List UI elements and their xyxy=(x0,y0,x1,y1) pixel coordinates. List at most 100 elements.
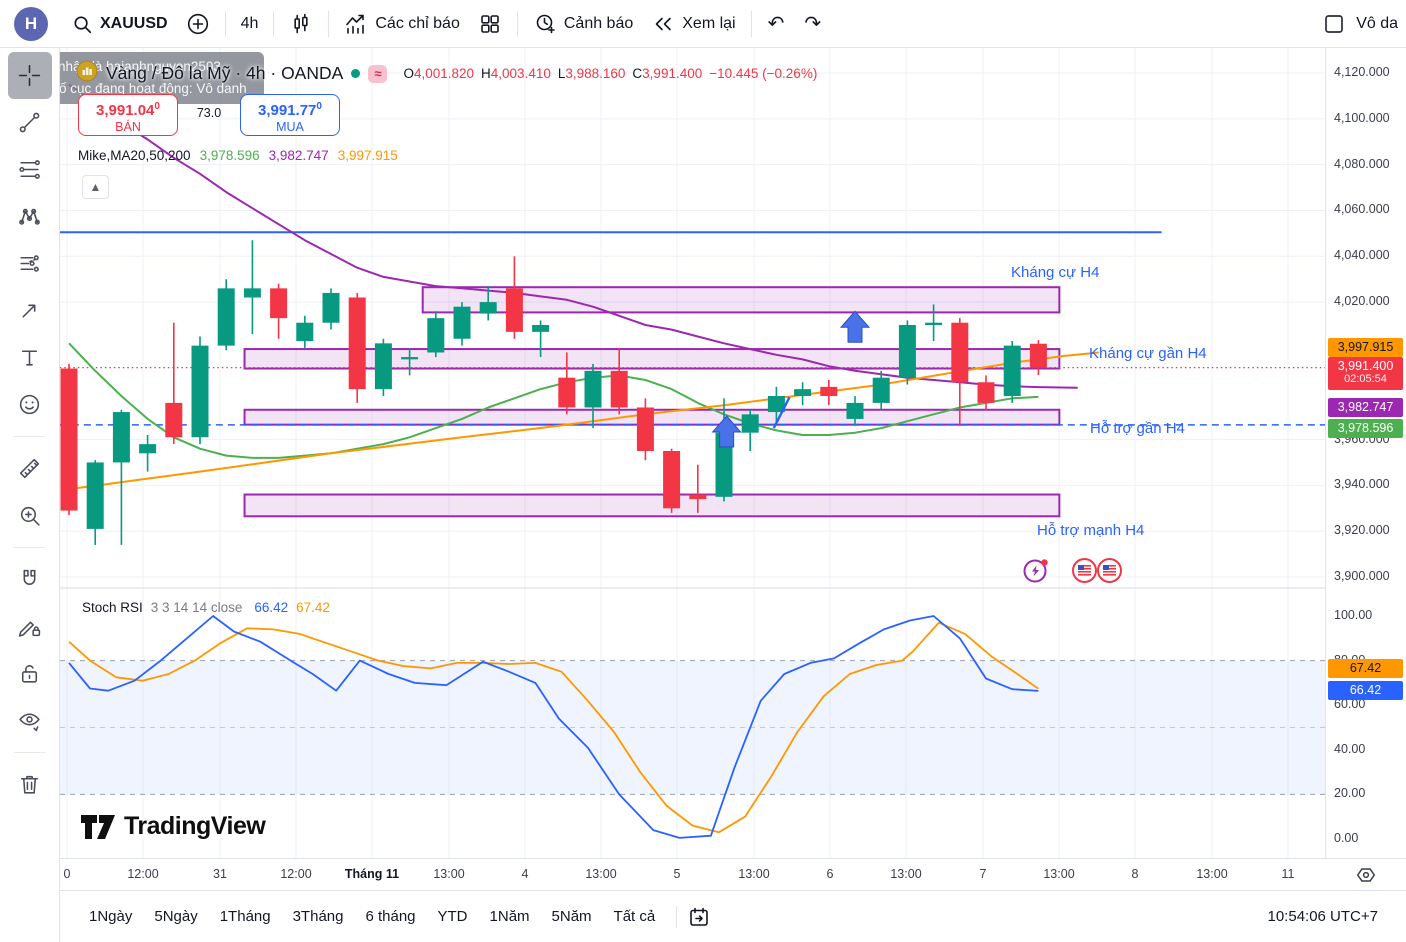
supply-demand-zone[interactable] xyxy=(243,493,1061,518)
fib-retracement-tool[interactable] xyxy=(8,146,52,193)
price-chart[interactable] xyxy=(60,48,1325,858)
forecast-position-tool[interactable] xyxy=(8,240,52,287)
candle[interactable] xyxy=(86,462,104,529)
chart-style-button[interactable] xyxy=(280,7,322,41)
candle[interactable] xyxy=(270,288,288,319)
zone-label[interactable]: Kháng cự gần H4 xyxy=(1089,345,1207,362)
price-axis[interactable]: 4,120.000 4,100.000 4,080.000 4,060.000 4,04… xyxy=(1325,48,1406,858)
candle[interactable] xyxy=(663,451,681,509)
candle[interactable] xyxy=(689,494,707,500)
axis-settings-corner[interactable] xyxy=(1325,858,1406,890)
ideas-stream-icon[interactable] xyxy=(1022,556,1050,589)
economic-event-icon[interactable] xyxy=(1096,557,1123,589)
candle[interactable] xyxy=(558,377,576,408)
candle[interactable] xyxy=(243,288,261,298)
candle[interactable] xyxy=(505,288,523,332)
range-button[interactable]: 3Tháng xyxy=(292,907,344,925)
axis-settings-icon[interactable] xyxy=(1355,864,1377,886)
candle[interactable] xyxy=(898,325,916,378)
candle[interactable] xyxy=(610,370,628,408)
candle[interactable] xyxy=(846,402,864,419)
supply-demand-zone[interactable] xyxy=(243,348,1061,370)
hide-all-drawings[interactable] xyxy=(8,697,52,744)
candle[interactable] xyxy=(820,386,838,397)
range-button[interactable]: 5Năm xyxy=(551,907,592,925)
trend-line-tool[interactable] xyxy=(8,99,52,146)
candle[interactable] xyxy=(741,414,759,433)
arrow-up-drawing[interactable] xyxy=(839,310,871,343)
candle[interactable] xyxy=(296,322,314,342)
candle[interactable] xyxy=(532,325,550,332)
candle[interactable] xyxy=(715,432,733,497)
compare-add-button[interactable] xyxy=(177,7,219,41)
candle[interactable] xyxy=(348,297,366,390)
xabcd-pattern-tool[interactable] xyxy=(8,193,52,240)
stoch-rsi-legend[interactable]: Stoch RSI 3 3 14 14 close 66.42 67.42 xyxy=(82,600,330,615)
symbol-title[interactable]: Vàng / Đô la Mỹ · 4h · OANDA xyxy=(106,63,344,83)
candle[interactable] xyxy=(794,389,812,397)
candle[interactable] xyxy=(872,377,890,403)
time-axis[interactable]: 0 12:00 31 12:00 Tháng 11 13:00 4 13:00 5 13:00 6 1… xyxy=(60,858,1325,890)
ma-line[interactable] xyxy=(68,83,1078,389)
candle[interactable] xyxy=(767,396,785,413)
rsi-d-line[interactable] xyxy=(68,621,1039,834)
zoom-in-tool[interactable] xyxy=(8,492,52,539)
collapse-legend-button[interactable]: ▲ xyxy=(82,175,109,199)
stay-in-drawing-mode[interactable] xyxy=(8,603,52,650)
candle[interactable] xyxy=(977,382,995,403)
magnet-mode[interactable] xyxy=(8,556,52,603)
candle[interactable] xyxy=(165,402,183,438)
candle[interactable] xyxy=(427,318,445,353)
avatar[interactable]: H xyxy=(14,6,48,41)
alert-button[interactable]: Cảnh báo xyxy=(524,7,642,41)
range-button[interactable]: Tất cả xyxy=(613,907,656,925)
clock[interactable]: 10:54:06 UTC+7 xyxy=(1267,908,1379,925)
symbol-legend[interactable]: Vàng / Đô la Mỹ · 4h · OANDA ≈ O4,001.82… xyxy=(76,60,817,87)
ma-indicator-legend[interactable]: Mike,MA20,50,200 3,978.596 3,982.747 3,997… xyxy=(78,148,407,163)
candle[interactable] xyxy=(401,357,419,360)
lock-all-drawings[interactable] xyxy=(8,650,52,697)
layout-name[interactable]: Vô da xyxy=(1356,14,1398,32)
go-to-date-icon[interactable] xyxy=(687,905,711,929)
zone-label[interactable]: Kháng cự H4 xyxy=(1011,264,1100,281)
indicators-button[interactable]: Các chỉ báo xyxy=(335,7,469,41)
zone-label[interactable]: Hỗ trợ gần H4 xyxy=(1090,420,1185,437)
candle[interactable] xyxy=(951,322,969,383)
candle[interactable] xyxy=(584,370,602,408)
range-button[interactable]: 5Ngày xyxy=(154,907,198,925)
save-layout-checkbox-icon[interactable] xyxy=(1322,12,1346,36)
range-button[interactable]: 6 tháng xyxy=(365,907,416,925)
arrow-up-drawing[interactable] xyxy=(711,415,742,448)
candle[interactable] xyxy=(217,288,235,346)
candle[interactable] xyxy=(453,306,471,339)
crosshair-tool[interactable] xyxy=(7,52,52,99)
ma-line[interactable] xyxy=(68,342,1039,459)
arrow-marker-tool[interactable] xyxy=(8,287,52,334)
candle[interactable] xyxy=(374,343,392,390)
economic-event-icon[interactable] xyxy=(1071,557,1098,589)
redo-button[interactable]: ↷ xyxy=(804,13,822,35)
undo-button[interactable]: ↶ xyxy=(767,13,785,35)
candle[interactable] xyxy=(112,412,130,463)
zone-label[interactable]: Hỗ trợ mạnh H4 xyxy=(1037,522,1145,539)
range-button[interactable]: 1Tháng xyxy=(219,907,271,925)
candle[interactable] xyxy=(925,322,943,325)
remove-drawings[interactable] xyxy=(8,761,52,808)
layout-grid-button[interactable] xyxy=(469,7,511,41)
range-button[interactable]: YTD xyxy=(437,907,468,925)
candle[interactable] xyxy=(139,444,157,454)
range-button[interactable]: 1Năm xyxy=(489,907,530,925)
replay-button[interactable]: Xem lại xyxy=(642,7,744,41)
symbol-search-button[interactable]: XAUUSD xyxy=(62,8,177,40)
trend-segment-drawing[interactable] xyxy=(772,396,791,429)
range-button[interactable]: 1Ngày xyxy=(89,907,133,925)
measure-tool[interactable] xyxy=(8,445,52,492)
sell-button[interactable]: 3,991.040 BÁN xyxy=(78,94,178,136)
buy-button[interactable]: 3,991.770 MUA xyxy=(240,94,340,136)
candle[interactable] xyxy=(322,292,340,323)
candle[interactable] xyxy=(636,407,654,451)
rsi-k-line[interactable] xyxy=(68,615,1039,839)
text-tool[interactable] xyxy=(8,334,52,381)
supply-demand-zone[interactable] xyxy=(421,286,1061,314)
approx-values-icon[interactable]: ≈ xyxy=(368,64,388,83)
